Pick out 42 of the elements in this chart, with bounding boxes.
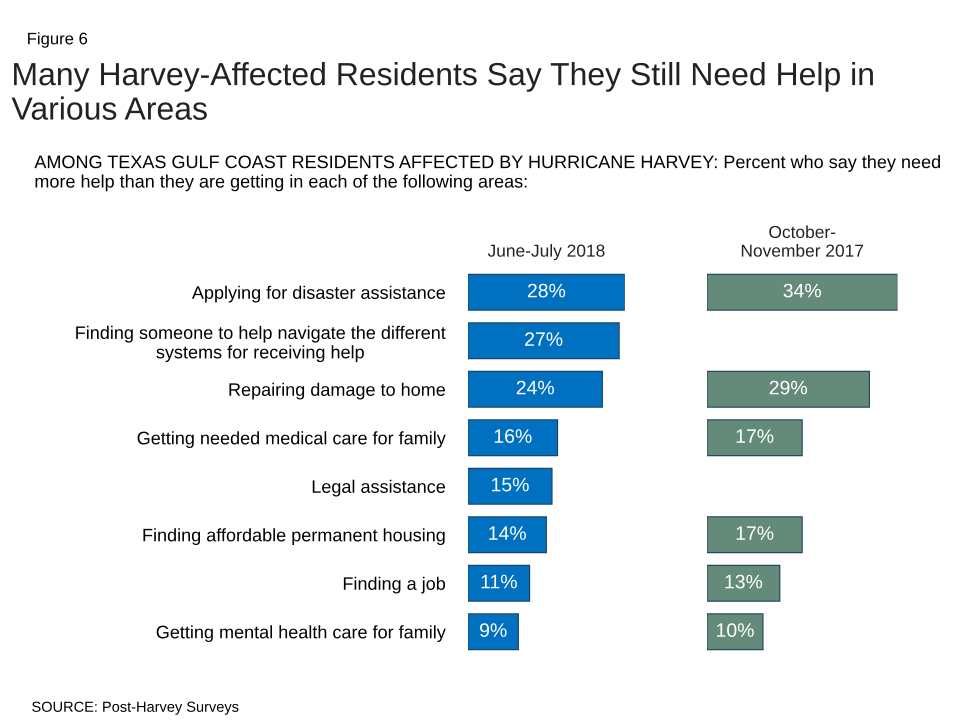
bar [468, 419, 558, 456]
source-note: SOURCE: Post-Harvey Surveys [32, 702, 238, 715]
bar [707, 274, 898, 311]
text: Many Harvey-Affected Residents Say They Still Need Help in Various Areas [12, 62, 873, 120]
bar [468, 468, 553, 505]
data-label: 14% [489, 526, 526, 540]
bar [468, 274, 625, 311]
chart-title: October- November 2017 [742, 225, 864, 257]
data-label: 24% [516, 380, 554, 394]
bar [468, 322, 620, 360]
bar [468, 370, 603, 408]
data-label: 29% [770, 380, 807, 394]
y-tick-label: Finding a job [344, 576, 446, 594]
caption: Figure 6 [28, 32, 88, 48]
data-label: 34% [783, 284, 821, 298]
data-label: 11% [482, 574, 517, 588]
text: AMONG TEXAS GULF COAST RESIDENTS AFFECTED BY HURRICANE HARVEY: Percent who say they need more help than they are getting in each of the following areas: [34, 155, 940, 192]
y-tick-label: Legal assistance [312, 480, 445, 497]
y-tick-label: Finding affordable permanent housing [143, 528, 445, 546]
y-tick-label: Getting mental health care for family [156, 625, 446, 642]
data-label: 27% [525, 332, 562, 346]
y-tick-label: Getting needed medical care for family [138, 431, 446, 448]
data-label: 10% [717, 623, 754, 637]
data-label: 15% [492, 478, 529, 492]
data-label: 13% [725, 574, 762, 588]
data-label: 9% [480, 623, 507, 637]
y-tick-label: Applying for disaster assistance [192, 286, 445, 303]
bar [707, 564, 780, 602]
y-tick-label: Repairing damage to home [229, 382, 445, 400]
data-label: 17% [736, 526, 774, 540]
bar [707, 419, 803, 456]
bar [707, 370, 870, 408]
chart-title: June-July 2018 [488, 244, 605, 260]
bar [468, 613, 519, 650]
bar [468, 564, 530, 602]
data-label: 16% [494, 429, 532, 443]
bar [468, 516, 547, 554]
bar [707, 516, 803, 554]
data-label: 28% [528, 284, 566, 298]
y-tick-label: Finding someone to help navigate the different systems for receiving help [76, 326, 446, 362]
bar [707, 613, 764, 650]
data-label: 17% [736, 429, 774, 443]
